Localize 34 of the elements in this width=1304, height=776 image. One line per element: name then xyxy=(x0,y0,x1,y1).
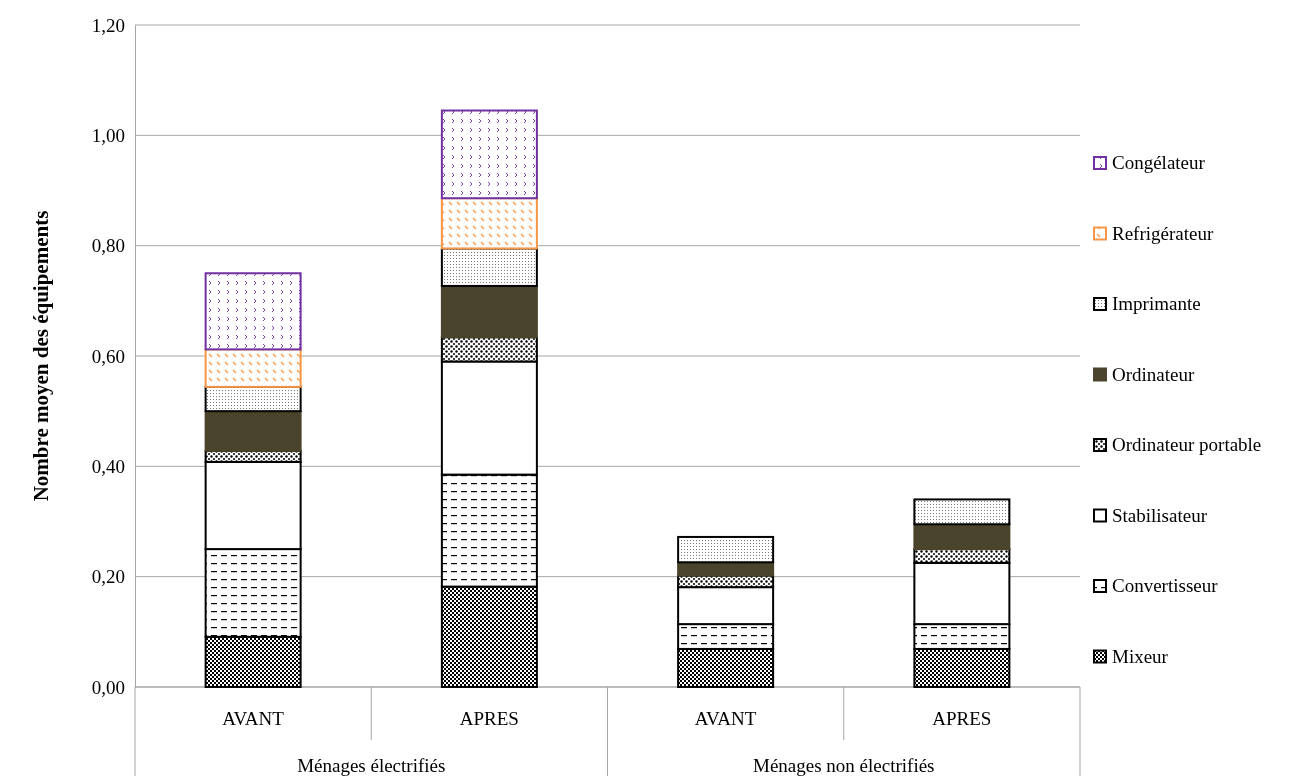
y-tick-label: 0,40 xyxy=(91,455,125,477)
y-tick-label: 0,60 xyxy=(91,345,125,367)
y-tick-label: 1,00 xyxy=(91,124,125,146)
legend-label: Ordinateur xyxy=(1112,363,1195,385)
y-tick-label: 0,20 xyxy=(91,566,125,588)
legend-label: Congélateur xyxy=(1112,152,1206,173)
bar xyxy=(677,561,775,577)
bar xyxy=(204,348,302,388)
text: Ménages électrifiés xyxy=(297,755,446,776)
y-tick-label: 1,20 xyxy=(91,14,125,36)
legend-label: Mixeur xyxy=(1112,645,1169,667)
legend-label: Ordinateur portable xyxy=(1112,434,1262,455)
bar xyxy=(440,197,538,250)
y-tick-label: 0,80 xyxy=(91,235,125,257)
bar xyxy=(440,284,538,339)
text: Ménages non électrifiés xyxy=(753,755,935,776)
bar xyxy=(913,498,1011,526)
bar xyxy=(204,272,302,351)
bar xyxy=(440,247,538,287)
legend-label: Refrigérateur xyxy=(1112,222,1214,244)
bar xyxy=(204,410,302,452)
bar xyxy=(440,109,538,200)
y-tick-label: 0,00 xyxy=(91,676,125,698)
x-tick-label: AVANT xyxy=(694,708,757,729)
x-tick-label: APRES xyxy=(459,708,519,729)
bar xyxy=(913,523,1011,551)
bar xyxy=(677,535,775,564)
y-axis-title: Nombre moyen des équipements xyxy=(29,210,53,502)
bar xyxy=(204,385,302,413)
x-tick-label: AVANT xyxy=(222,708,285,729)
legend-label: Stabilisateur xyxy=(1112,504,1208,526)
legend-label: Imprimante xyxy=(1112,293,1201,314)
x-tick-label: APRES xyxy=(932,708,992,729)
legend-label: Convertisseur xyxy=(1112,575,1219,596)
